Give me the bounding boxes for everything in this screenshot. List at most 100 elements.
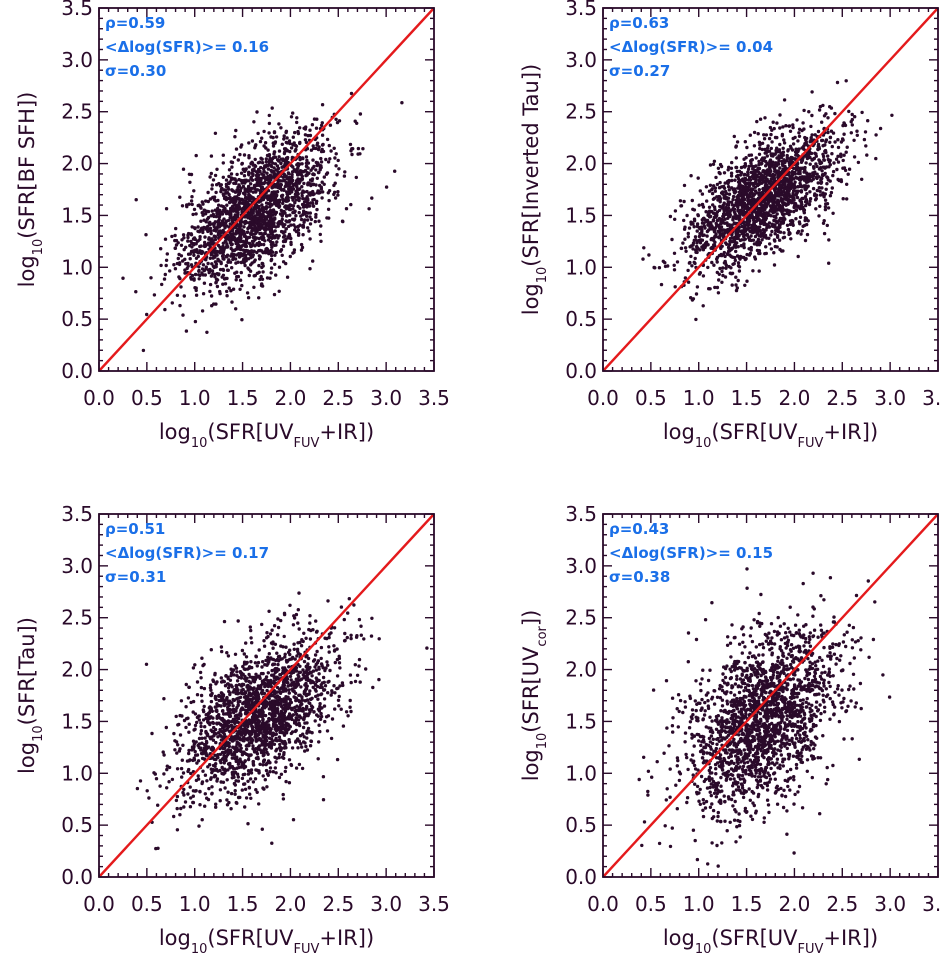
data-point [314, 168, 318, 172]
data-point [236, 260, 240, 264]
data-point [247, 267, 251, 272]
data-point [717, 223, 721, 228]
data-point [829, 190, 834, 195]
data-point [311, 172, 315, 176]
data-point [202, 208, 207, 212]
data-point [240, 318, 244, 322]
data-point [211, 272, 215, 276]
data-point [282, 188, 286, 192]
data-point [262, 639, 266, 643]
y-tick-label: 0.5 [61, 307, 93, 331]
data-point [804, 161, 808, 165]
data-point [823, 198, 828, 202]
data-point [293, 130, 297, 135]
data-point [778, 126, 782, 130]
data-point [788, 219, 793, 223]
data-point [745, 233, 750, 237]
data-point [317, 672, 321, 676]
data-point [220, 221, 225, 225]
data-point [696, 213, 700, 217]
data-point [757, 269, 761, 273]
data-point [230, 160, 235, 165]
data-point [213, 235, 218, 239]
data-point [191, 710, 195, 714]
data-point [739, 203, 743, 207]
data-point [733, 191, 737, 195]
data-point [170, 234, 174, 239]
data-point [285, 136, 289, 140]
data-point [695, 250, 699, 255]
data-point [179, 766, 184, 771]
data-point [770, 229, 774, 234]
data-point [265, 153, 270, 158]
data-point [258, 255, 262, 259]
data-point [751, 238, 756, 242]
data-point [796, 254, 800, 259]
data-point [300, 245, 305, 250]
data-point [250, 178, 255, 182]
y-tick-label: 1.0 [61, 255, 93, 279]
data-point [209, 648, 213, 652]
data-point [257, 226, 262, 231]
data-point [721, 212, 726, 216]
data-point [818, 161, 822, 165]
data-point [242, 225, 246, 229]
data-point [763, 180, 768, 184]
y-tick-label: 1.5 [565, 203, 597, 227]
data-point [682, 183, 687, 188]
data-point [247, 165, 251, 169]
data-point [778, 166, 782, 170]
data-point [222, 188, 226, 192]
data-point [145, 312, 149, 317]
data-point [204, 212, 208, 216]
data-point [198, 249, 202, 253]
data-point [685, 213, 689, 218]
data-point [290, 173, 294, 177]
data-point [827, 238, 831, 242]
data-point [689, 174, 693, 178]
data-point [303, 721, 307, 725]
data-point [777, 238, 782, 242]
data-point [231, 189, 235, 193]
data-point [831, 173, 835, 178]
data-point [213, 208, 217, 212]
data-point [261, 166, 266, 171]
data-point [298, 157, 302, 162]
data-point [755, 119, 759, 124]
data-point [860, 177, 864, 181]
stat-annotation-1: ρ=0.63 [609, 14, 669, 32]
data-point [683, 237, 687, 241]
data-point [194, 288, 198, 293]
data-point [682, 218, 686, 223]
data-point [330, 717, 335, 721]
data-point [830, 144, 834, 149]
data-point [180, 204, 185, 208]
data-point [249, 250, 253, 254]
data-point [227, 174, 231, 179]
data-point [206, 199, 210, 204]
data-point [679, 246, 683, 250]
data-point [134, 290, 138, 294]
data-point [306, 197, 310, 201]
data-point [690, 221, 694, 225]
data-point [260, 217, 264, 221]
data-point [795, 164, 799, 169]
x-tick-label: 1.5 [731, 386, 763, 410]
data-point [279, 126, 283, 130]
data-point [278, 222, 282, 226]
data-point [724, 242, 729, 246]
data-point [238, 252, 242, 256]
data-point [269, 159, 274, 164]
data-point [803, 135, 807, 140]
data-point [708, 183, 713, 187]
data-point [775, 234, 780, 238]
data-point [750, 214, 755, 219]
data-point [775, 146, 779, 150]
data-point [189, 199, 194, 203]
data-point [250, 219, 254, 223]
data-point [745, 145, 749, 150]
data-point [308, 222, 313, 226]
data-point [673, 285, 677, 289]
data-point [703, 241, 708, 246]
